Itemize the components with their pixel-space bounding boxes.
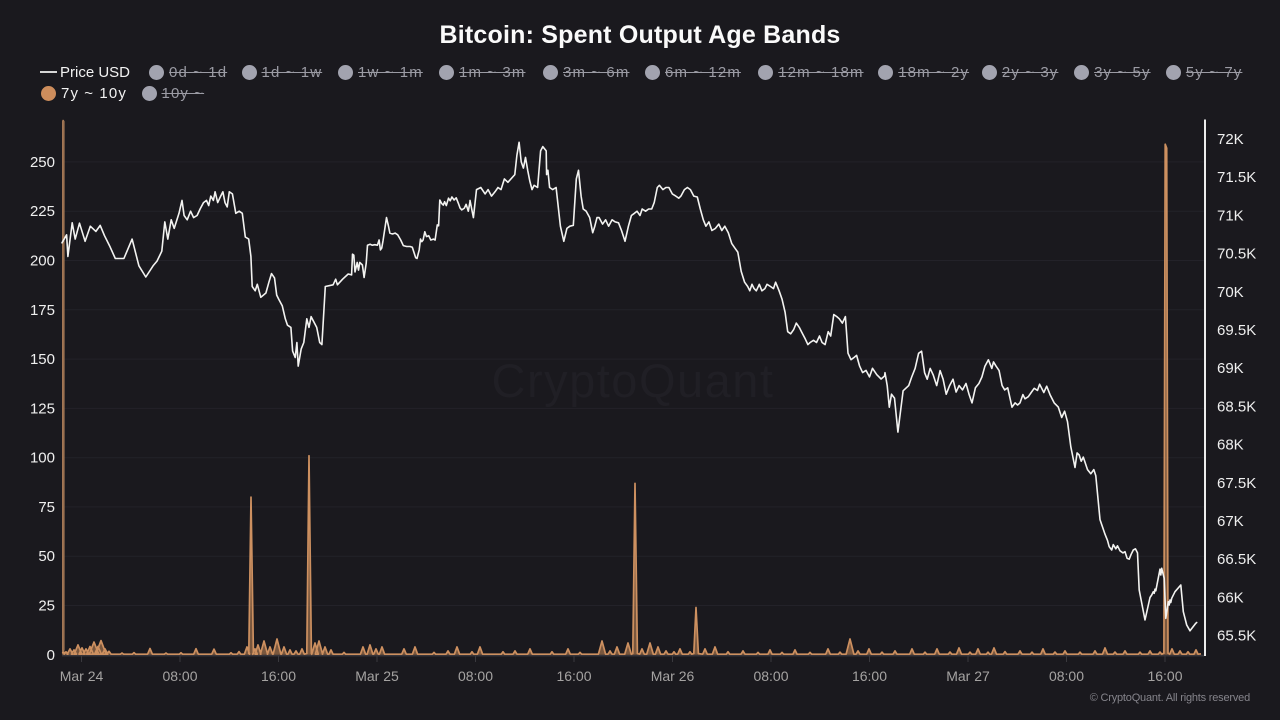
svg-text:200: 200	[30, 253, 55, 270]
svg-text:67K: 67K	[1217, 513, 1244, 530]
svg-text:Mar 27: Mar 27	[946, 668, 990, 684]
svg-text:08:00: 08:00	[753, 668, 788, 684]
svg-text:175: 175	[30, 302, 55, 319]
svg-text:75: 75	[38, 499, 55, 516]
svg-text:08:00: 08:00	[458, 668, 493, 684]
svg-text:16:00: 16:00	[852, 668, 887, 684]
svg-text:125: 125	[30, 400, 55, 417]
svg-text:16:00: 16:00	[556, 668, 591, 684]
svg-text:16:00: 16:00	[261, 668, 296, 684]
svg-text:25: 25	[38, 598, 55, 615]
svg-text:150: 150	[30, 351, 55, 368]
svg-text:72K: 72K	[1217, 131, 1244, 148]
svg-text:08:00: 08:00	[162, 668, 197, 684]
svg-text:16:00: 16:00	[1147, 668, 1182, 684]
svg-text:69.5K: 69.5K	[1217, 322, 1256, 339]
svg-text:71.5K: 71.5K	[1217, 169, 1256, 186]
svg-text:08:00: 08:00	[1049, 668, 1084, 684]
svg-text:68.5K: 68.5K	[1217, 398, 1256, 415]
svg-text:CryptoQuant: CryptoQuant	[492, 354, 775, 407]
svg-text:66K: 66K	[1217, 589, 1244, 606]
svg-text:70K: 70K	[1217, 284, 1244, 301]
svg-text:50: 50	[38, 548, 55, 565]
svg-text:0: 0	[47, 647, 55, 664]
svg-text:Mar 25: Mar 25	[355, 668, 399, 684]
svg-text:71K: 71K	[1217, 207, 1244, 224]
svg-text:250: 250	[30, 154, 55, 171]
svg-text:65.5K: 65.5K	[1217, 628, 1256, 645]
svg-text:68K: 68K	[1217, 437, 1244, 454]
svg-text:67.5K: 67.5K	[1217, 475, 1256, 492]
svg-text:100: 100	[30, 450, 55, 467]
svg-text:Mar 24: Mar 24	[60, 668, 104, 684]
svg-text:Mar 26: Mar 26	[651, 668, 695, 684]
svg-text:66.5K: 66.5K	[1217, 551, 1256, 568]
svg-text:225: 225	[30, 203, 55, 220]
svg-text:69K: 69K	[1217, 360, 1244, 377]
svg-text:70.5K: 70.5K	[1217, 246, 1256, 263]
